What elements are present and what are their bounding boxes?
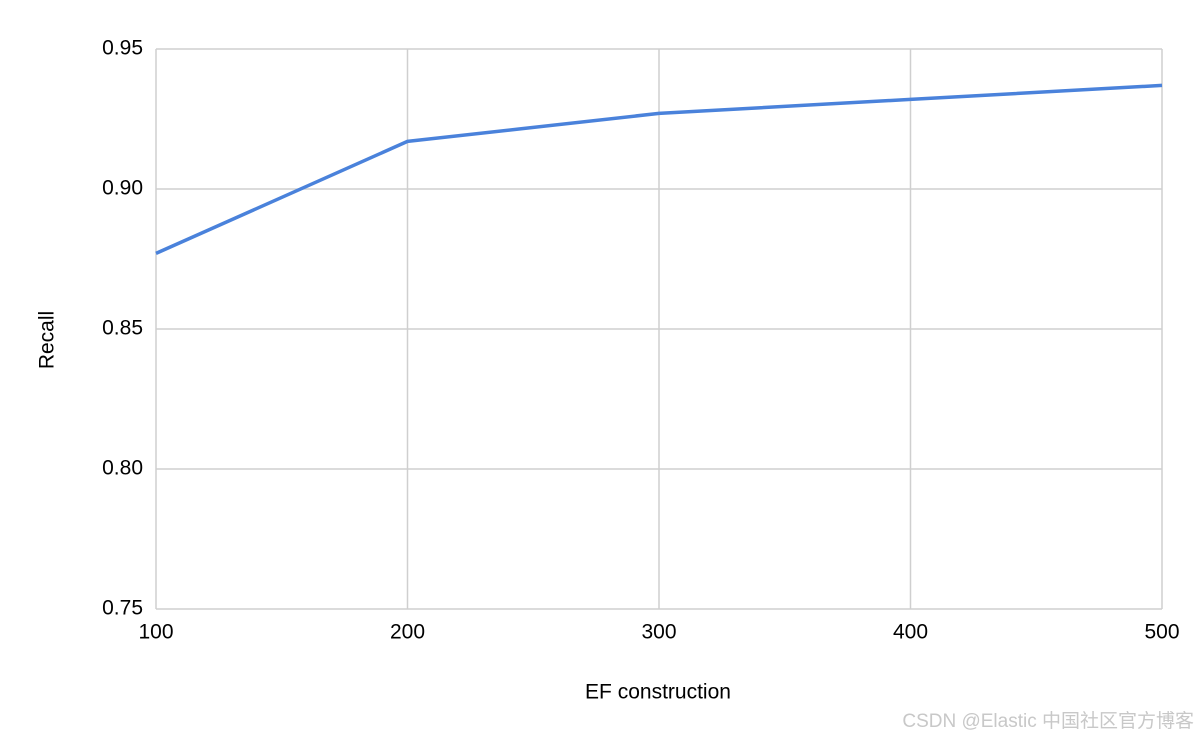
- y-tick-label: 0.90: [102, 177, 143, 200]
- data-line: [155, 83, 1163, 255]
- x-tick-label: 300: [641, 621, 676, 644]
- y-tick-label: 0.75: [102, 597, 143, 620]
- x-tick-label: 100: [138, 621, 173, 644]
- y-tick-label: 0.85: [102, 317, 143, 340]
- x-axis-label: EF construction: [585, 681, 731, 704]
- watermark: CSDN @Elastic 中国社区官方博客: [902, 710, 1194, 732]
- x-tick-label: 400: [893, 621, 928, 644]
- y-tick-label: 0.95: [102, 37, 143, 60]
- y-tick-label: 0.80: [102, 457, 143, 480]
- x-tick-label: 500: [1144, 621, 1179, 644]
- y-axis-label: Recall: [36, 311, 59, 369]
- x-tick-label: 200: [390, 621, 425, 644]
